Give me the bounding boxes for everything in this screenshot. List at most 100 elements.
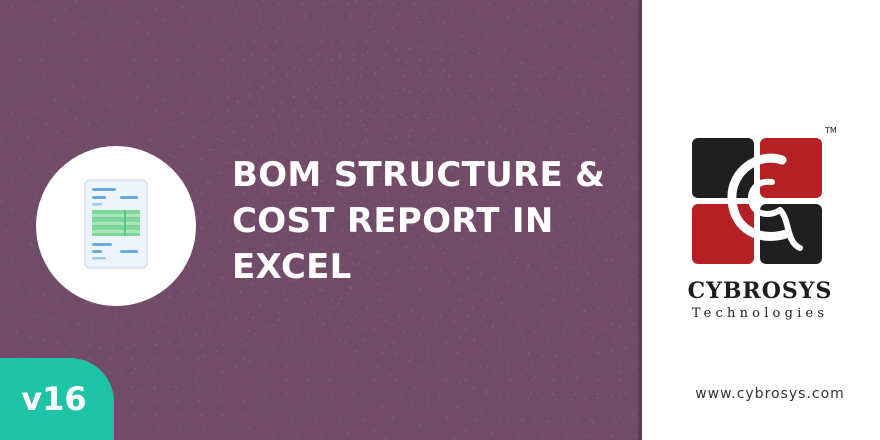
pattern-dot xyxy=(403,102,406,106)
pattern-dot xyxy=(365,128,368,131)
pattern-dot xyxy=(285,178,288,181)
pattern-dot xyxy=(249,126,252,129)
pattern-dot xyxy=(591,336,595,340)
pattern-dot xyxy=(496,116,500,119)
pattern-dot xyxy=(493,277,496,281)
pattern-dot xyxy=(606,309,609,313)
pattern-dot xyxy=(547,198,550,201)
pattern-dot xyxy=(244,241,247,244)
pattern-dot xyxy=(384,226,387,230)
pattern-dot xyxy=(579,225,582,228)
pattern-dot xyxy=(153,399,156,403)
pattern-dot xyxy=(552,364,555,368)
pattern-dot xyxy=(168,385,171,388)
pattern-dot xyxy=(424,88,428,92)
pattern-dot xyxy=(439,224,443,227)
pattern-dot xyxy=(401,157,404,160)
pattern-dot xyxy=(135,21,139,24)
pattern-dot xyxy=(604,373,607,376)
pattern-dot xyxy=(84,345,87,349)
pattern-dot xyxy=(492,414,496,417)
pattern-dot xyxy=(394,136,397,139)
pattern-dot xyxy=(101,126,105,129)
pattern-dot xyxy=(313,191,316,195)
pattern-dot xyxy=(194,189,198,192)
pattern-dot xyxy=(270,81,274,85)
pattern-dot xyxy=(368,2,372,6)
pattern-dot xyxy=(252,137,256,140)
pattern-dot xyxy=(573,45,576,48)
pattern-dot xyxy=(565,244,569,247)
pattern-dot xyxy=(583,309,586,312)
pattern-dot xyxy=(624,210,627,213)
pattern-dot xyxy=(585,51,589,54)
pattern-dot xyxy=(391,2,394,6)
pattern-dot xyxy=(314,208,318,211)
pattern-dot xyxy=(273,211,276,214)
pattern-dot xyxy=(473,116,476,120)
pattern-dot xyxy=(592,29,596,33)
pattern-dot xyxy=(615,234,618,237)
pattern-dot xyxy=(630,2,633,5)
pattern-dot xyxy=(573,162,576,165)
pattern-dot xyxy=(624,391,628,395)
pattern-dot xyxy=(177,343,180,347)
pattern-dot xyxy=(582,88,586,92)
pattern-dot xyxy=(300,3,304,6)
pattern-dot xyxy=(618,364,621,368)
pattern-dot xyxy=(366,185,369,189)
pattern-dot xyxy=(359,276,362,280)
pattern-dot xyxy=(181,291,184,295)
pattern-dot xyxy=(303,165,307,168)
pattern-dot xyxy=(112,346,115,350)
pattern-dot xyxy=(265,188,269,192)
pattern-dot xyxy=(273,80,276,83)
pattern-dot xyxy=(211,204,215,207)
pattern-dot xyxy=(221,139,224,142)
pattern-dot xyxy=(221,277,224,280)
pattern-dot xyxy=(34,196,38,199)
pattern-dot xyxy=(586,219,590,223)
pattern-dot xyxy=(472,386,475,389)
pattern-dot xyxy=(135,96,139,99)
pattern-dot xyxy=(426,401,429,404)
pattern-dot xyxy=(302,311,306,315)
pattern-dot xyxy=(548,288,551,291)
pattern-dot xyxy=(532,66,535,70)
pattern-dot xyxy=(425,311,429,314)
pattern-dot xyxy=(228,53,231,57)
pattern-dot xyxy=(218,385,222,389)
pattern-dot xyxy=(569,420,572,423)
pattern-dot xyxy=(480,235,483,238)
pattern-dot xyxy=(371,16,374,20)
pattern-dot xyxy=(382,110,385,113)
pattern-dot xyxy=(534,375,537,379)
pattern-dot xyxy=(411,188,414,192)
pattern-dot xyxy=(207,281,211,285)
pattern-dot xyxy=(265,326,269,329)
pattern-dot xyxy=(425,102,428,106)
pattern-dot xyxy=(197,72,201,76)
pattern-dot xyxy=(299,116,303,120)
pattern-dot xyxy=(67,139,71,142)
pattern-dot xyxy=(422,168,425,172)
pattern-dot xyxy=(577,193,580,196)
pattern-dot xyxy=(491,325,494,329)
pattern-dot xyxy=(18,124,21,128)
pattern-dot xyxy=(157,427,160,431)
pattern-dot xyxy=(23,215,27,218)
pattern-dot xyxy=(65,44,68,47)
pattern-dot xyxy=(440,44,443,48)
pattern-dot xyxy=(548,420,551,423)
pattern-dot xyxy=(452,403,455,406)
pattern-dot xyxy=(460,34,464,38)
pattern-dot xyxy=(381,351,384,355)
pattern-dot xyxy=(270,95,274,99)
pattern-dot xyxy=(289,191,293,195)
pattern-dot xyxy=(305,238,308,241)
pattern-dot xyxy=(339,275,343,279)
pattern-dot xyxy=(436,179,439,182)
pattern-dot xyxy=(140,345,143,348)
pattern-dot xyxy=(380,81,384,85)
pattern-dot xyxy=(286,72,289,76)
